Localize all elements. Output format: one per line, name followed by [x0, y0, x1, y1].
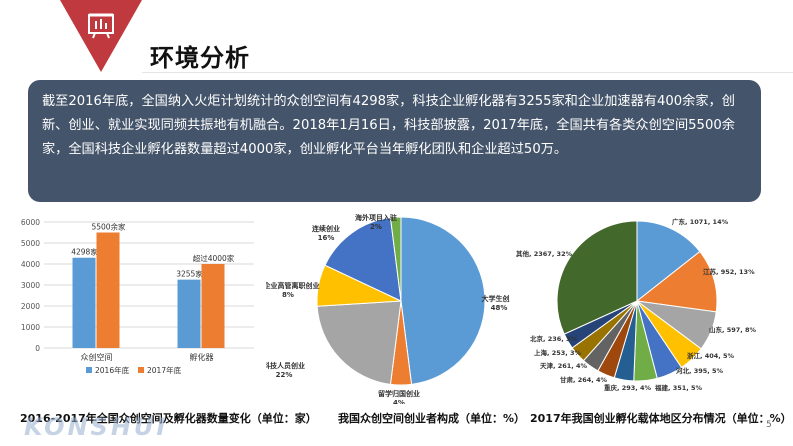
pie-label: 甘肃, 264, 4% — [560, 375, 608, 384]
pie-label: 大学生创业 — [482, 294, 517, 303]
header-ribbon — [60, 0, 142, 72]
y-tick-label: 4000 — [21, 260, 40, 269]
founder-pie-caption: 我国众创空间创业者构成（单位：%） — [338, 412, 526, 425]
y-tick-label: 2000 — [21, 302, 40, 311]
pie-label: 山东, 597, 8% — [709, 325, 757, 334]
intro-panel: 截至2016年底，全国纳入火炬计划统计的众创空间有4298家，科技企业孵化器有3… — [28, 80, 761, 202]
pie-label: 8% — [282, 291, 294, 299]
region-pie-panel: 广东, 1071, 14% 江苏, 952, 13% 山东, 597, 8% 浙江, … — [510, 204, 778, 402]
bar — [201, 264, 225, 348]
x-tick-label: 众创空间 — [81, 352, 113, 362]
bar-data-label: 4298家 — [71, 247, 98, 257]
pie-slice — [324, 217, 402, 302]
y-tick-label: 3000 — [21, 281, 40, 290]
y-tick-label: 5000 — [21, 239, 40, 248]
page-number: 5 — [766, 420, 772, 430]
x-tick-label: 孵化器 — [190, 352, 214, 362]
pie-label: 浙江, 404, 5% — [687, 351, 735, 360]
bar — [177, 279, 201, 348]
pie-label: 上海, 253, 3% — [534, 348, 582, 357]
y-tick-label: 6000 — [21, 218, 40, 227]
chart-board-icon — [88, 13, 114, 39]
page-title: 环境分析 — [150, 44, 250, 72]
pie-label: 连续创业 — [312, 224, 340, 233]
legend-label: 2017年底 — [147, 365, 182, 375]
pie-label: 河北, 395, 5% — [676, 366, 724, 375]
pie-label: 22% — [276, 371, 293, 379]
pie-label: 大企业高管离职创业 — [266, 281, 320, 290]
bar — [96, 232, 120, 348]
pie-label: 其他, 2367, 32% — [516, 249, 573, 258]
bar — [72, 257, 96, 348]
bar-chart: 0 1000 2000 3000 4000 5000 6000 4298家 5500余家众创空间… — [21, 218, 254, 375]
bar-data-label: 超过4000家 — [193, 253, 235, 263]
bar-data-label: 3255家 — [176, 269, 203, 279]
header-rule — [142, 72, 793, 73]
watermark-logo: KONSHUI — [24, 413, 169, 441]
pie-slice — [400, 216, 486, 385]
pie-label: 2% — [370, 223, 382, 231]
pie-label: 16% — [318, 234, 335, 242]
pie-label: 48% — [491, 304, 508, 312]
pie-slice — [556, 220, 638, 335]
pie-slice — [635, 250, 718, 313]
pie-label: 重庆, 293, 4% — [604, 383, 652, 392]
bar-chart-caption: 2016-2017年全国众创空间及孵化器数量变化（单位：家） — [20, 412, 317, 425]
y-tick-label: 0 — [35, 344, 40, 353]
region-pie-caption: 2017年我国创业孵化载体地区分布情况（单位：%） — [530, 412, 792, 425]
pie-label: 4% — [393, 399, 405, 404]
pie-slice — [316, 300, 402, 385]
pie-label: 留学归国创业 — [378, 389, 420, 398]
legend-swatch — [138, 367, 144, 373]
intro-paragraph: 截至2016年底，全国纳入火炬计划统计的众创空间有4298家，科技企业孵化器有3… — [42, 94, 735, 157]
pie-label: 江苏, 952, 13% — [703, 267, 755, 276]
y-tick-label: 1000 — [21, 323, 40, 332]
pie-label: 科技人员创业 — [266, 361, 305, 370]
pie-label: 天津, 261, 4% — [540, 361, 588, 370]
legend-swatch — [86, 367, 92, 373]
bar-chart-panel: 0 1000 2000 3000 4000 5000 6000 4298家 5500余家众创空间… — [8, 212, 262, 382]
pie-slice — [636, 220, 701, 303]
legend-label: 2016年底 — [95, 365, 130, 375]
pie-label: 广东, 1071, 14% — [672, 217, 729, 226]
header-ribbon-shape — [60, 0, 142, 72]
region-pie-chart: 广东, 1071, 14% 江苏, 952, 13% 山东, 597, 8% 浙江, … — [516, 217, 757, 392]
bar-data-label: 5500余家 — [91, 222, 126, 232]
pie-label: 福建, 351, 5% — [654, 383, 703, 392]
pie-label: 海外项目入驻 — [355, 213, 397, 222]
pie-label: 北京, 236, 3% — [530, 334, 578, 343]
pie-slice — [389, 216, 402, 302]
